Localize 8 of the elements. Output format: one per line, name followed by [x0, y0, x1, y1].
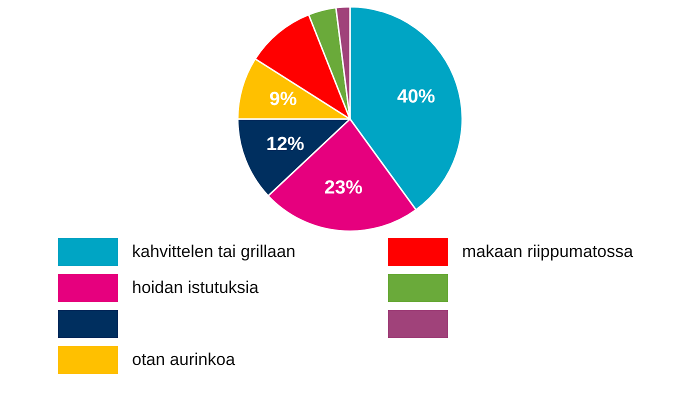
legend-label: kahvittelen tai grillaan	[132, 242, 296, 262]
legend-label: makaan riippumatossa	[462, 242, 634, 262]
data-label: 40%	[397, 86, 436, 108]
data-label: 12%	[266, 134, 304, 155]
data-label: 23%	[324, 178, 363, 199]
legend-label: otan aurinkoa	[132, 350, 236, 370]
legend-label: hoidan istutuksia	[132, 278, 259, 298]
data-label: 9%	[269, 88, 297, 110]
